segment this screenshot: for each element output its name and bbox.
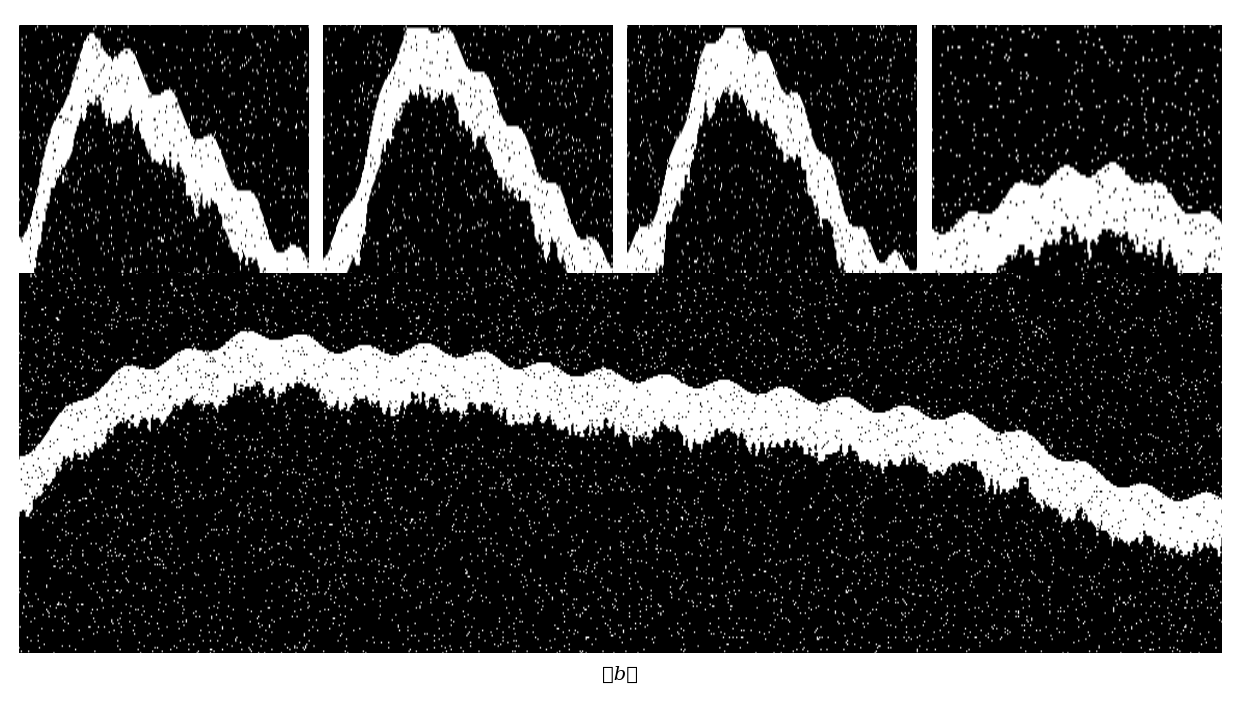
Text: （a）: （a）	[603, 498, 637, 517]
Text: （b）: （b）	[601, 665, 639, 684]
